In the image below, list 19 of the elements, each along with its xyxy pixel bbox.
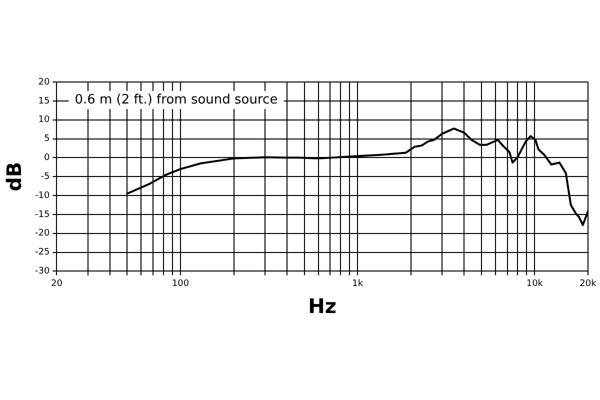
y-tick-label: -25	[34, 248, 50, 258]
y-tick-label: -15	[34, 210, 50, 220]
y-tick-label: 20	[38, 77, 50, 88]
annotation: 0.6 m (2 ft.) from sound source	[74, 92, 278, 108]
y-tick-label: -20	[34, 228, 50, 239]
y-tick-label: -10	[34, 190, 50, 201]
x-tick-label: 20	[50, 278, 63, 289]
y-tick-label: -5	[40, 172, 50, 182]
x-tick-label: 1k	[352, 278, 364, 289]
x-axis-title: Hz	[308, 294, 337, 318]
y-tick-label: 5	[44, 134, 50, 144]
y-axis-title: dB	[2, 162, 26, 192]
y-tick-label: 15	[38, 96, 50, 106]
y-tick-label: -30	[34, 266, 50, 277]
x-tick-label: 10k	[526, 278, 544, 289]
x-tick-label: 20k	[580, 278, 598, 289]
y-tick-label: 10	[38, 115, 50, 126]
x-tick-label: 100	[172, 278, 190, 289]
y-tick-label: 0	[44, 153, 50, 164]
